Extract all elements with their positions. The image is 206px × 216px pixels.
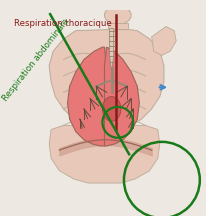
- Text: Respiration thoracique: Respiration thoracique: [14, 19, 111, 28]
- Text: Respiration abdominale: Respiration abdominale: [0, 17, 70, 103]
- Ellipse shape: [102, 97, 120, 121]
- Polygon shape: [67, 47, 106, 146]
- Polygon shape: [151, 27, 175, 55]
- Polygon shape: [104, 47, 139, 146]
- Polygon shape: [49, 125, 159, 183]
- Ellipse shape: [104, 6, 130, 24]
- Polygon shape: [107, 24, 128, 29]
- Polygon shape: [109, 29, 113, 72]
- Polygon shape: [49, 30, 163, 127]
